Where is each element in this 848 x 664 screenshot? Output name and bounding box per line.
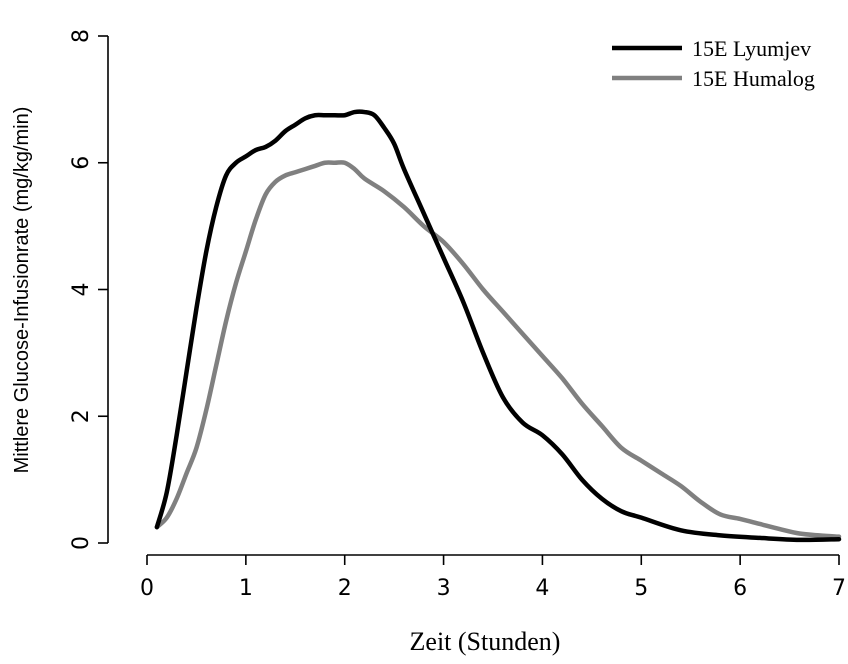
series-line-lyumjev [154,109,842,543]
x-axis-title: Zeit (Stunden) [410,627,561,656]
x-tick-label: 4 [535,576,549,601]
y-tick-label: 0 [69,536,94,550]
y-axis-title: Mittlere Glucose-Infusionrate (mg/kg/min… [11,107,33,474]
y-tick-label: 8 [69,29,94,43]
axes: 0 1 2 3 4 5 6 7 0 2 4 6 8 [69,29,846,601]
y-tick-label: 6 [69,156,94,170]
legend: 15E Lyumjev 15E Humalog [612,36,815,91]
x-tick-label: 3 [437,576,451,601]
x-tick-label: 7 [832,576,846,601]
series-layer [154,109,842,543]
legend-label: 15E Lyumjev [692,36,811,61]
x-tick-label: 0 [140,576,154,601]
x-tick-label: 1 [239,576,253,601]
legend-label: 15E Humalog [692,66,815,91]
x-tick-label: 2 [338,576,352,601]
series-line-humalog [154,160,842,539]
x-tick-label: 5 [634,576,648,601]
x-tick-label: 6 [733,576,747,601]
y-tick-label: 2 [69,409,94,423]
y-tick-label: 4 [69,283,94,297]
